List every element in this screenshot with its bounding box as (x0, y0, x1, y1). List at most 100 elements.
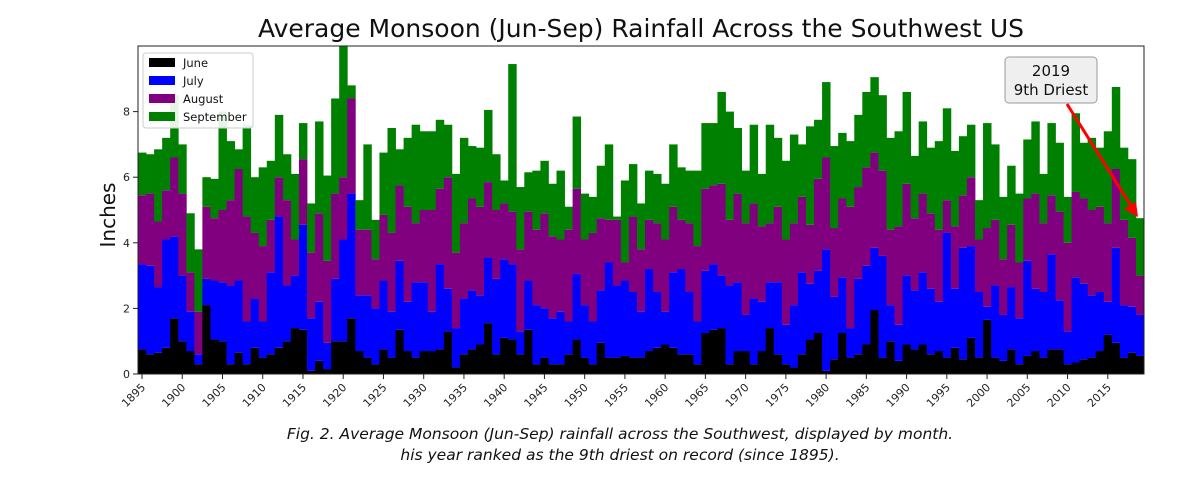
bar-july-1999 (974, 292, 984, 358)
x-tick-label-1950: 1950 (562, 381, 591, 410)
bar-june-1898 (162, 347, 171, 374)
bar-july-1934 (451, 328, 461, 368)
legend: June July August September (142, 52, 254, 129)
bar-july-2005 (1023, 260, 1032, 356)
bar-september-1904 (210, 178, 219, 219)
bar-august-1895 (138, 195, 147, 265)
bar-july-1946 (548, 318, 557, 365)
bar-july-1940 (500, 259, 509, 338)
bar-june-1925 (379, 349, 388, 374)
bar-june-2016 (1111, 342, 1121, 374)
bar-august-1945 (540, 213, 549, 309)
bar-august-1999 (974, 239, 984, 292)
bar-july-1920 (339, 239, 348, 342)
bar-august-1935 (459, 223, 469, 299)
bar-august-2009 (1055, 211, 1064, 301)
bar-september-2004 (1015, 193, 1024, 263)
bar-june-1981 (830, 359, 839, 374)
bar-august-1927 (395, 185, 404, 261)
bar-june-1950 (580, 357, 590, 374)
bar-july-1966 (709, 264, 718, 330)
bar-september-1951 (588, 196, 598, 233)
bar-september-1997 (958, 136, 968, 196)
bar-june-1958 (645, 351, 654, 374)
bar-july-2004 (1015, 318, 1024, 365)
x-tick-label-1905: 1905 (200, 381, 229, 410)
bar-june-1904 (210, 339, 219, 374)
bar-september-1991 (910, 155, 920, 219)
bar-june-2011 (1071, 362, 1081, 374)
bar-july-2018 (1127, 306, 1137, 353)
bar-june-1994 (934, 351, 944, 374)
bar-september-1911 (266, 160, 276, 220)
bar-july-1958 (645, 269, 654, 352)
bar-september-2001 (991, 144, 1000, 220)
bar-august-1899 (170, 157, 179, 237)
bar-august-1934 (451, 252, 461, 329)
bar-june-2005 (1023, 355, 1032, 374)
bar-july-1902 (194, 354, 203, 365)
bar-september-1958 (645, 170, 654, 220)
bar-september-1959 (653, 173, 662, 224)
bar-june-1984 (854, 354, 863, 374)
bar-august-1937 (476, 206, 485, 296)
bar-july-1963 (685, 292, 694, 355)
x-tick-label-2000: 2000 (964, 381, 993, 410)
bar-june-1906 (226, 364, 235, 374)
bar-june-1928 (403, 351, 413, 374)
bar-june-1942 (516, 354, 525, 374)
x-tick-label-1935: 1935 (441, 381, 470, 410)
bar-august-1966 (709, 185, 718, 265)
bar-september-1910 (258, 167, 268, 247)
bar-august-2012 (1079, 198, 1089, 284)
bar-june-1949 (572, 339, 582, 374)
bar-september-1918 (323, 175, 332, 261)
bar-july-1930 (419, 282, 429, 352)
bar-june-1905 (218, 341, 227, 374)
x-tick-label-1945: 1945 (522, 381, 551, 410)
bar-september-1944 (532, 170, 541, 230)
bar-september-1907 (234, 149, 244, 169)
bar-july-1947 (556, 311, 565, 365)
bar-september-1948 (564, 206, 573, 230)
bar-july-1974 (773, 282, 783, 355)
bar-september-1927 (395, 149, 404, 186)
bar-june-1909 (250, 347, 260, 374)
bar-august-1973 (765, 223, 775, 283)
bar-july-1988 (886, 305, 895, 342)
bar-september-1928 (403, 137, 413, 207)
bar-june-1935 (459, 354, 469, 374)
bar-august-1968 (725, 219, 734, 286)
bar-july-1969 (733, 282, 742, 352)
bar-september-1941 (508, 64, 517, 212)
bar-august-1997 (958, 195, 968, 248)
bar-september-2005 (1023, 139, 1032, 199)
x-tick-label-1985: 1985 (843, 381, 872, 410)
bar-july-1927 (395, 260, 404, 330)
bar-august-1964 (693, 246, 702, 322)
bar-august-1957 (636, 249, 646, 312)
bar-june-1995 (942, 357, 952, 374)
bar-june-1941 (508, 339, 517, 374)
legend-swatch-august (149, 94, 175, 103)
bar-june-1986 (870, 310, 879, 374)
bar-june-1959 (653, 347, 662, 374)
annotation-box (1004, 56, 1098, 104)
bar-june-1975 (781, 364, 791, 374)
bar-july-1996 (950, 288, 960, 348)
bar-august-1998 (966, 177, 976, 247)
bar-september-1920 (339, 46, 348, 178)
bar-july-1937 (476, 295, 485, 345)
bar-september-1987 (878, 95, 887, 171)
bar-july-1900 (178, 275, 187, 342)
bar-june-1953 (604, 357, 614, 374)
bar-july-1922 (355, 295, 364, 352)
y-tick-label-6: 6 (123, 171, 130, 184)
bar-june-1952 (596, 342, 606, 374)
bar-september-1942 (516, 187, 525, 250)
legend-swatch-june (149, 58, 175, 67)
bar-september-1925 (379, 152, 388, 215)
bar-september-2009 (1055, 142, 1064, 212)
bar-august-1989 (894, 226, 903, 325)
bar-july-1989 (894, 324, 903, 361)
